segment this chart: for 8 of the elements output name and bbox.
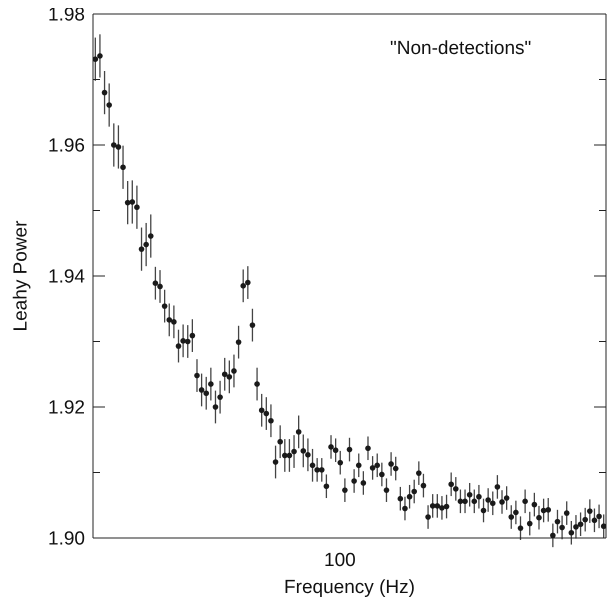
y-tick-label: 1.90 — [48, 528, 85, 550]
y-tick-label: 1.92 — [48, 398, 85, 419]
y-tick-label: 1.94 — [48, 266, 86, 288]
y-tick-label: 1.96 — [48, 136, 85, 157]
x-axis-title: Frequency (Hz) — [284, 577, 415, 598]
text: 100 — [324, 550, 356, 572]
y-axis-title: Leahy Power — [10, 220, 32, 332]
annotation: "Non-detections" — [390, 38, 532, 60]
